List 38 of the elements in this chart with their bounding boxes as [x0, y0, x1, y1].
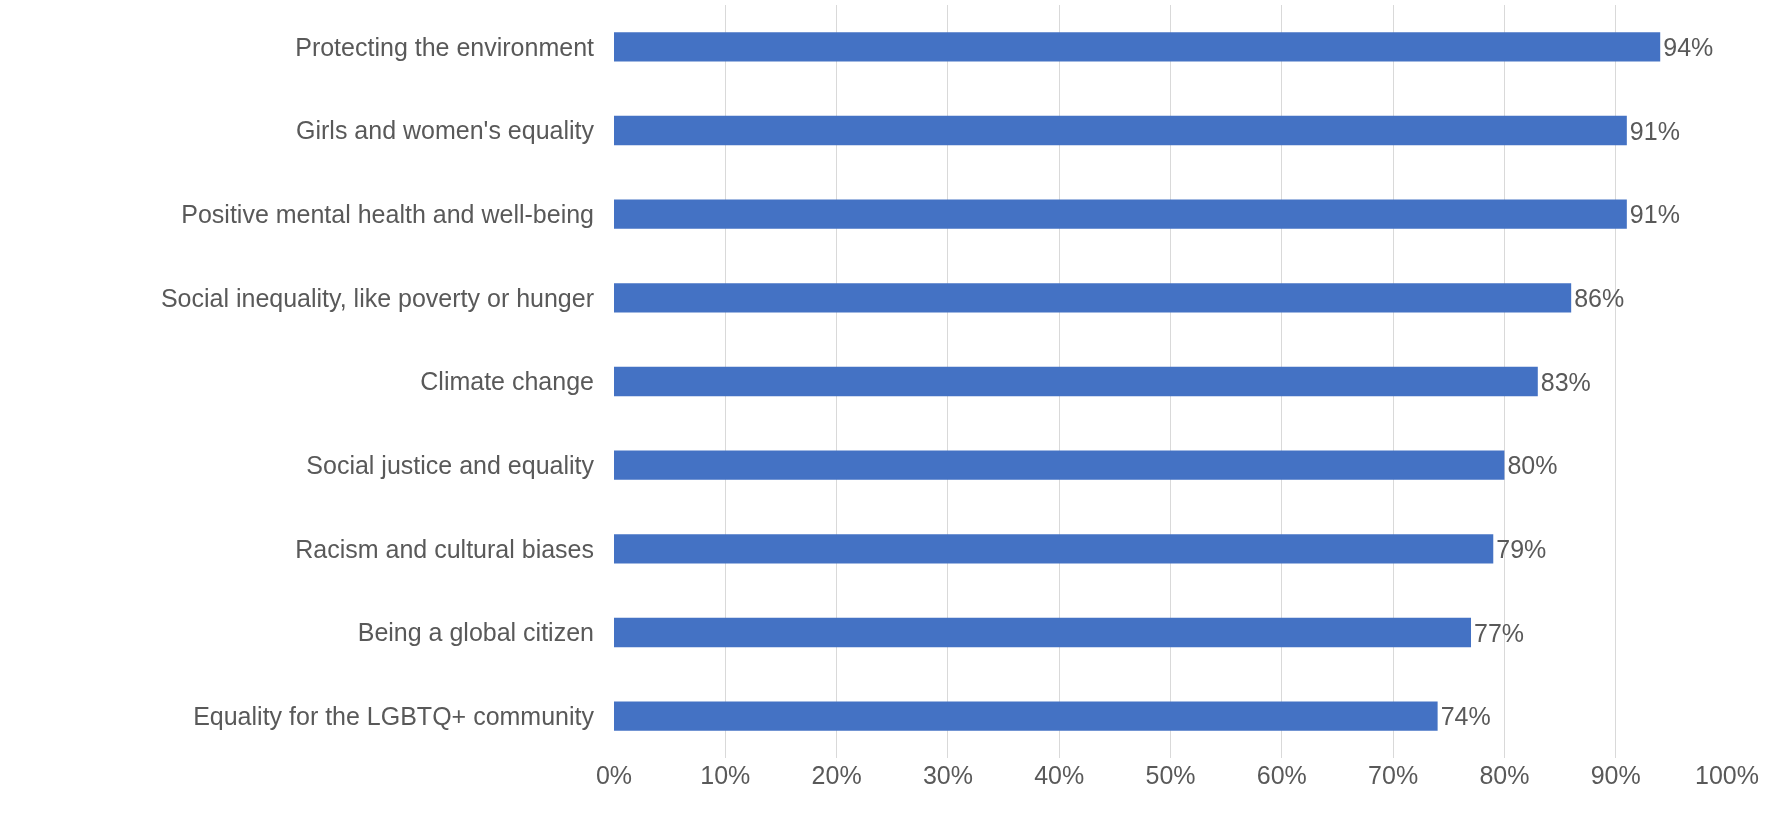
y-tick-label: Racism and cultural biases: [295, 534, 594, 563]
bar: [614, 450, 1505, 480]
data-label: 86%: [1574, 283, 1625, 312]
y-tick-label: Equality for the LGBTQ+ community: [193, 701, 595, 730]
y-tick-label: Protecting the environment: [295, 32, 595, 61]
data-label: 74%: [1440, 702, 1491, 731]
bar: [614, 115, 1627, 146]
data-label: 83%: [1540, 367, 1591, 396]
bar: [614, 534, 1494, 564]
bar: [614, 32, 1661, 62]
bar: [614, 701, 1438, 731]
data-label: 79%: [1496, 534, 1547, 563]
x-tick-label: 60%: [1256, 761, 1307, 789]
data-label: 91%: [1629, 200, 1680, 229]
y-tick-label: Being a global citizen: [357, 618, 594, 647]
bar: [614, 283, 1572, 313]
data-label: 80%: [1507, 451, 1558, 480]
x-tick-label: 30%: [922, 761, 973, 789]
x-tick-label: 80%: [1479, 761, 1530, 789]
x-tick-label: 0%: [595, 761, 633, 789]
x-tick-label: 90%: [1590, 761, 1641, 789]
bar: [614, 617, 1472, 648]
y-tick-label: Climate change: [420, 367, 594, 396]
data-label: 94%: [1663, 32, 1714, 61]
y-tick-label: Social inequality, like poverty or hunger: [160, 283, 594, 312]
x-tick-label: 10%: [700, 761, 751, 789]
x-tick-label: 50%: [1145, 761, 1196, 789]
x-tick-label: 20%: [811, 761, 862, 789]
y-tick-label: Girls and women's equality: [296, 116, 595, 145]
y-tick-label: Social justice and equality: [306, 450, 595, 479]
y-tick-label: Positive mental health and well-being: [181, 199, 594, 228]
data-label: 77%: [1474, 618, 1525, 647]
bar: [614, 366, 1538, 397]
x-tick-label: 70%: [1368, 761, 1419, 789]
data-label: 91%: [1629, 116, 1680, 145]
x-tick-label: 100%: [1695, 761, 1759, 789]
bar: [614, 199, 1627, 229]
x-tick-label: 40%: [1034, 761, 1085, 789]
